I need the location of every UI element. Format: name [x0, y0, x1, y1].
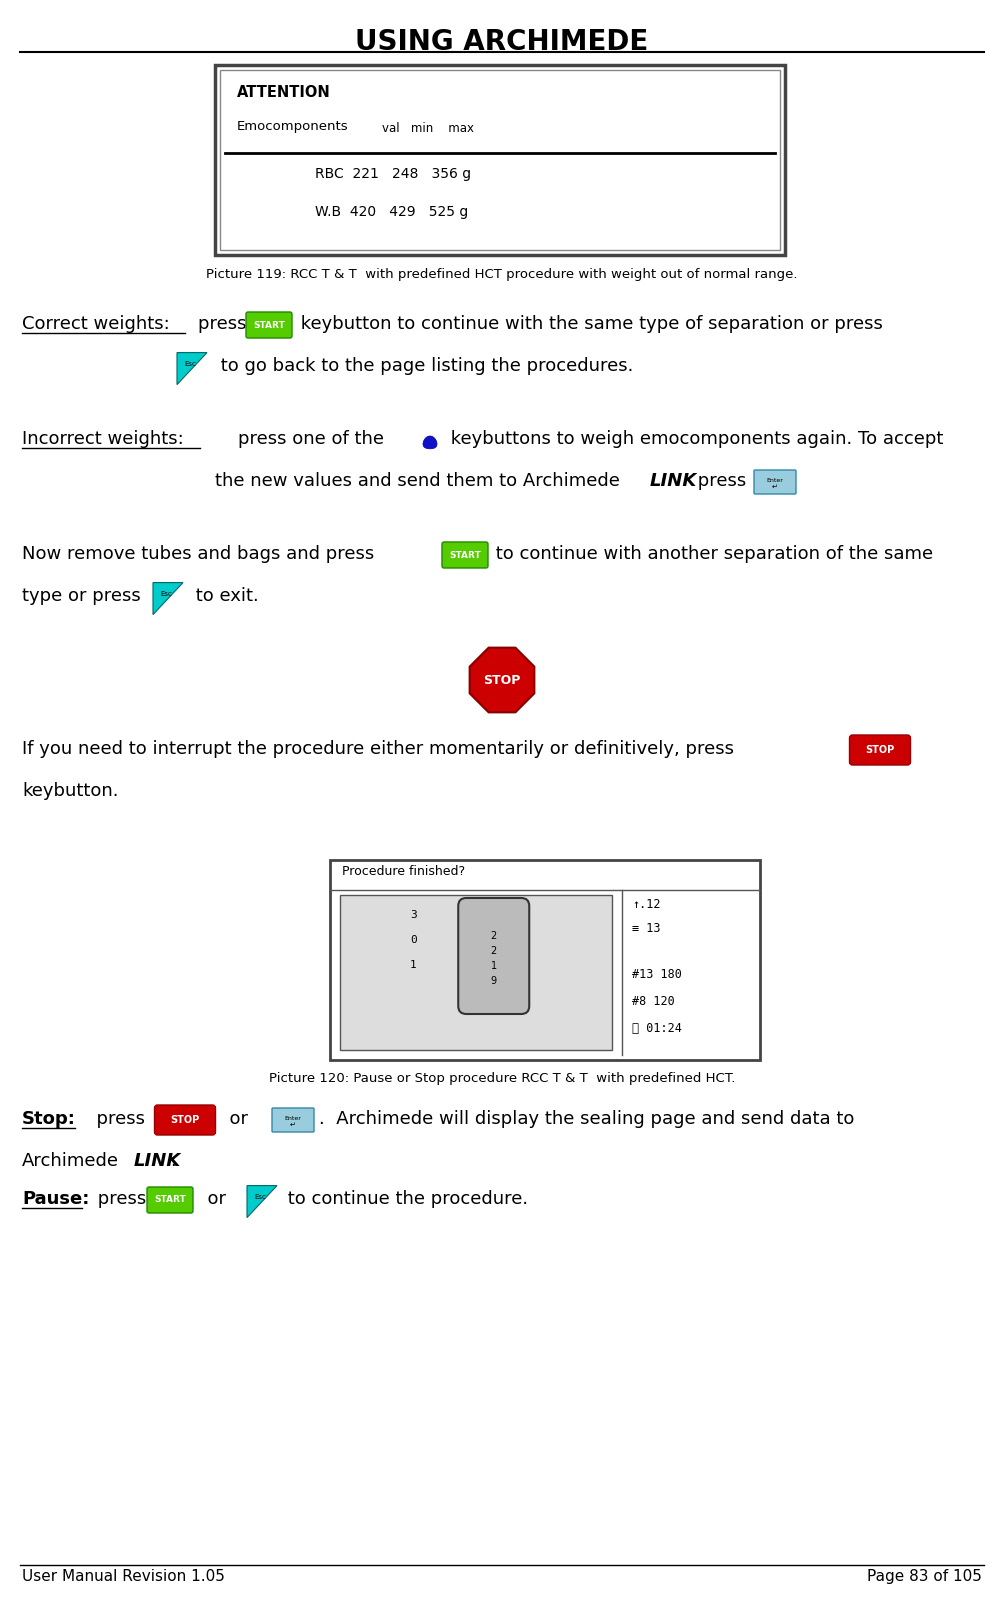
Text: USING ARCHIMEDE: USING ARCHIMEDE [355, 27, 648, 56]
Text: START: START [253, 320, 285, 329]
Text: ↵: ↵ [771, 484, 777, 490]
Text: LINK: LINK [133, 1152, 182, 1170]
Text: STOP: STOP [865, 746, 894, 755]
Text: press: press [691, 472, 751, 490]
Text: Picture 119: RCC T & T  with predefined HCT procedure with weight out of normal : Picture 119: RCC T & T with predefined H… [206, 268, 797, 281]
Text: Pause:: Pause: [22, 1191, 89, 1208]
Text: If you need to interrupt the procedure either momentarily or definitively, press: If you need to interrupt the procedure e… [22, 739, 739, 759]
FancyBboxPatch shape [146, 1188, 193, 1213]
Text: Picture 120: Pause or Stop procedure RCC T & T  with predefined HCT.: Picture 120: Pause or Stop procedure RCC… [269, 1072, 734, 1085]
Text: Stop:: Stop: [22, 1110, 76, 1128]
Text: START: START [154, 1196, 186, 1205]
Text: Enter: Enter [766, 477, 782, 482]
Text: ≡ 13: ≡ 13 [632, 922, 660, 935]
Text: START: START [448, 551, 480, 559]
FancyBboxPatch shape [753, 469, 795, 493]
Text: Emocomponents: Emocomponents [237, 121, 348, 133]
Text: keybutton.: keybutton. [22, 783, 118, 800]
Text: RBC  221   248   356 g: RBC 221 248 356 g [315, 167, 470, 182]
Text: .: . [170, 1152, 176, 1170]
Text: ↑.12: ↑.12 [632, 898, 660, 911]
Text: Incorrect weights:: Incorrect weights: [22, 431, 184, 448]
Text: 2: 2 [490, 930, 496, 942]
Text: 0: 0 [409, 935, 416, 945]
Polygon shape [469, 648, 534, 712]
FancyBboxPatch shape [272, 1107, 314, 1131]
Text: press: press [92, 1191, 151, 1208]
Text: ↵: ↵ [290, 1122, 296, 1128]
Text: 3: 3 [409, 910, 416, 919]
Text: to continue the procedure.: to continue the procedure. [282, 1191, 528, 1208]
Text: LINK: LINK [649, 472, 697, 490]
Text: keybuttons to weigh emocomponents again. To accept: keybuttons to weigh emocomponents again.… [444, 431, 943, 448]
Text: Enter: Enter [284, 1115, 301, 1120]
FancyBboxPatch shape [849, 734, 910, 765]
Text: Now remove tubes and bags and press: Now remove tubes and bags and press [22, 545, 379, 562]
Text: W.B  420   429   525 g: W.B 420 429 525 g [315, 206, 467, 219]
FancyBboxPatch shape [457, 898, 529, 1014]
Text: STOP: STOP [171, 1115, 200, 1125]
Text: User Manual Revision 1.05: User Manual Revision 1.05 [22, 1568, 225, 1585]
Text: val   min    max: val min max [381, 122, 473, 135]
Polygon shape [177, 352, 207, 384]
Text: 2: 2 [490, 947, 496, 956]
FancyBboxPatch shape [441, 542, 487, 567]
Text: Correct weights:: Correct weights: [22, 315, 170, 333]
Polygon shape [422, 435, 436, 448]
FancyBboxPatch shape [246, 312, 292, 337]
Text: #8 120: #8 120 [632, 995, 674, 1008]
Text: to continue with another separation of the same: to continue with another separation of t… [489, 545, 932, 562]
Text: or: or [196, 1191, 238, 1208]
Text: type or press: type or press [22, 587, 146, 604]
Text: to exit.: to exit. [190, 587, 259, 604]
Text: .  Archimede will display the sealing page and send data to: . Archimede will display the sealing pag… [319, 1110, 854, 1128]
Text: Esc: Esc [160, 591, 173, 596]
Text: Esc: Esc [185, 362, 197, 366]
Text: ⧖ 01:24: ⧖ 01:24 [632, 1022, 682, 1035]
Text: ATTENTION: ATTENTION [237, 85, 330, 100]
Text: Esc: Esc [255, 1194, 266, 1200]
FancyBboxPatch shape [154, 1106, 216, 1135]
Text: #13 180: #13 180 [632, 967, 682, 980]
Text: 9: 9 [490, 975, 496, 987]
Polygon shape [247, 1186, 277, 1218]
Text: STOP: STOP [482, 673, 521, 686]
Text: Archimede: Archimede [22, 1152, 119, 1170]
Text: Procedure finished?: Procedure finished? [342, 865, 464, 877]
Text: to go back to the page listing the procedures.: to go back to the page listing the proce… [215, 357, 633, 374]
Text: keybutton to continue with the same type of separation or press: keybutton to continue with the same type… [295, 315, 882, 333]
Text: the new values and send them to Archimede: the new values and send them to Archimed… [215, 472, 619, 490]
Text: or: or [218, 1110, 259, 1128]
Text: 1: 1 [490, 961, 496, 971]
Polygon shape [152, 583, 183, 614]
Text: 1: 1 [409, 959, 416, 971]
Text: press: press [198, 315, 252, 333]
Text: Page 83 of 105: Page 83 of 105 [867, 1568, 981, 1585]
Text: press one of the: press one of the [215, 431, 389, 448]
FancyBboxPatch shape [340, 895, 612, 1049]
Text: press: press [85, 1110, 150, 1128]
